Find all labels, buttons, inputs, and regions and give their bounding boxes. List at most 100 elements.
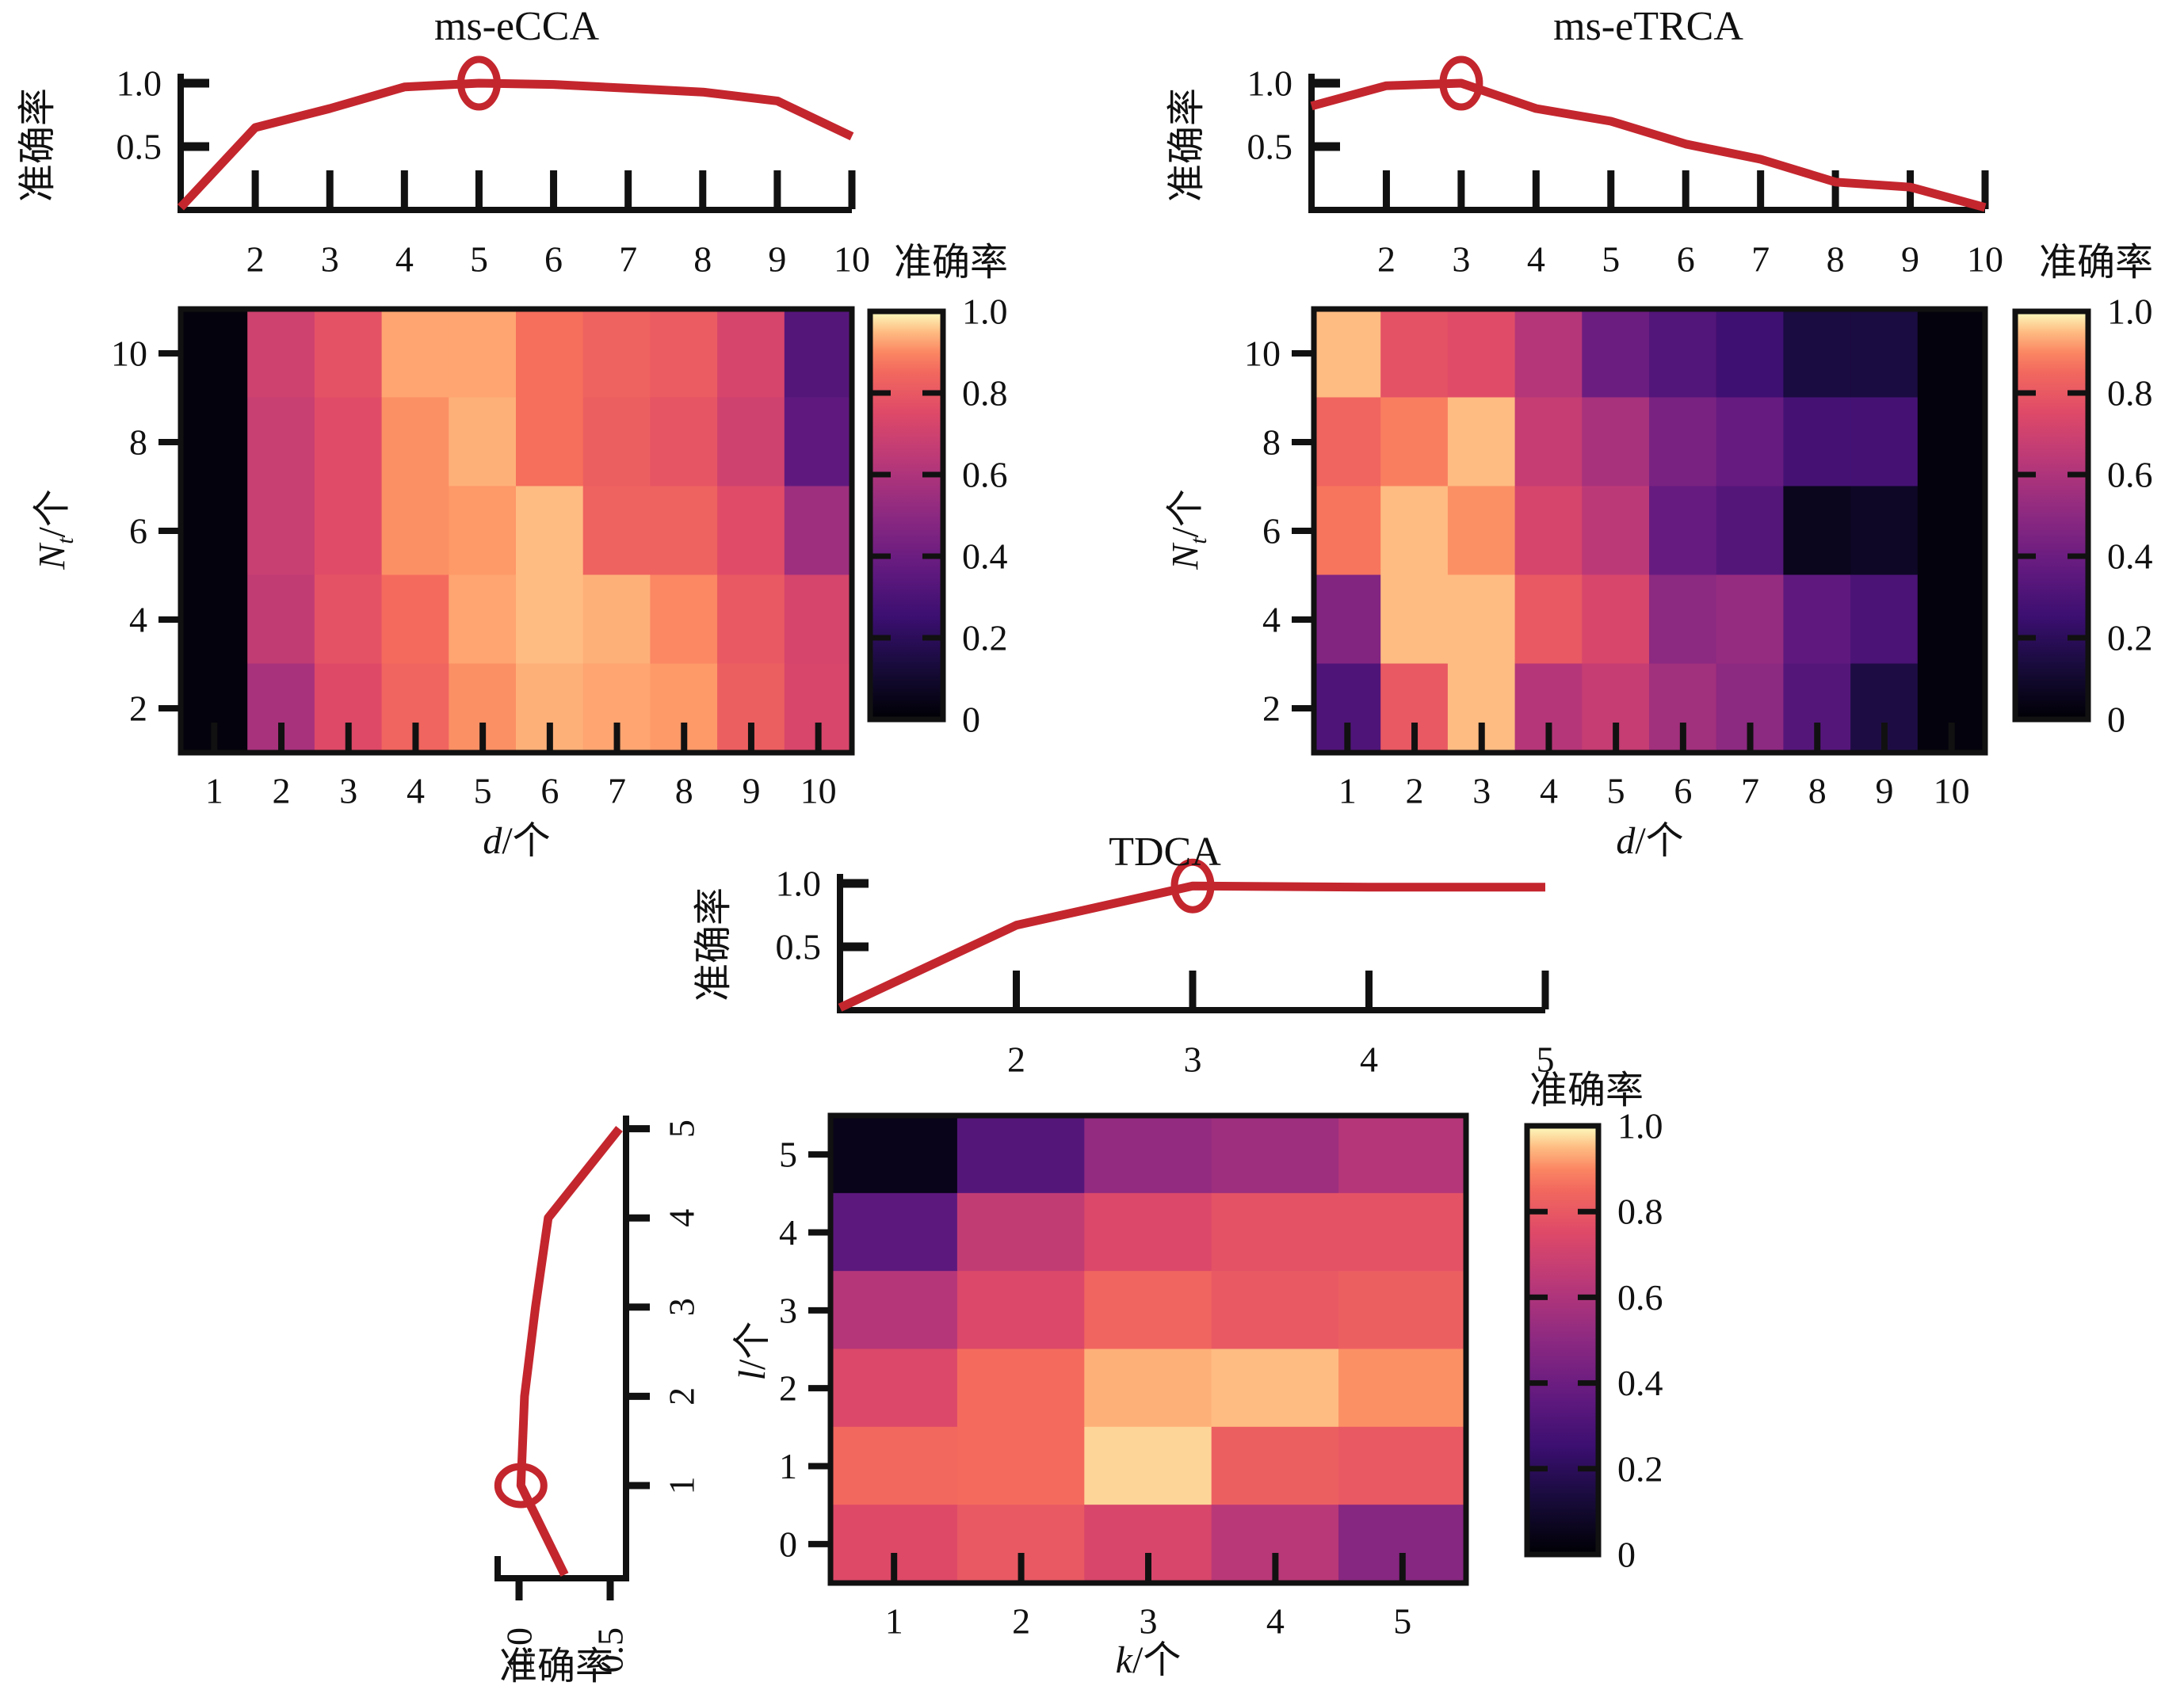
heatmap-cell: [449, 308, 517, 399]
heatmap-cell: [1084, 1115, 1212, 1194]
x-tick-label: 10: [834, 239, 870, 280]
y-tick-label: 1.0: [776, 864, 822, 904]
colorbar-ms-etrca: 1.0 0.8 0.6 0.4 0.2 0: [2012, 292, 2153, 740]
heatmap-cell: [1338, 1192, 1467, 1272]
colorbar-tick-label: 0.2: [1617, 1448, 1663, 1489]
x-tick-label: 8: [1827, 239, 1845, 280]
heatmap-col-label: 2: [1012, 1601, 1030, 1642]
heatmap-col-label: 10: [1934, 771, 1970, 811]
heatmap-cell: [1084, 1271, 1212, 1350]
heatmap-cell: [830, 1348, 958, 1428]
heatmap-cell: [516, 486, 584, 576]
heatmap-col-label: 5: [1607, 771, 1625, 811]
x-tick-label: 6: [1677, 239, 1695, 280]
heatmap-cell: [956, 1192, 1086, 1272]
heatmap-tdca: 1 2 3 4 5 5 4 3 2 1 0: [779, 1112, 1469, 1642]
x-tick-label: 3: [1184, 1039, 1202, 1080]
heatmap-cell: [1211, 1348, 1340, 1428]
d-var: d: [1616, 820, 1636, 862]
heatmap-cell: [1380, 574, 1449, 665]
heatmap-cell: [1211, 1115, 1340, 1194]
colorbar-tick-label: 0.8: [2107, 373, 2153, 414]
heatmap-col-label: 9: [742, 771, 760, 811]
l-tick-label: 4: [662, 1209, 702, 1227]
colorbar-tick-label: 0.6: [962, 455, 1008, 495]
heatmap-ms-etrca: 1 2 3 4 5 6 7 8 9 10 10 8 6 4 2: [1244, 306, 1988, 811]
colorbar-tick-label: 0.6: [1617, 1277, 1663, 1318]
colorbar-tick-label: 0.4: [962, 536, 1008, 577]
heatmap-border: [1311, 306, 1988, 756]
heatmap-cell: [784, 397, 853, 487]
heatmap-cell: [516, 308, 584, 399]
colorbar-gradient: [2012, 308, 2091, 723]
heatmap-cell: [1313, 486, 1382, 576]
accuracy-curve: [838, 881, 1545, 1012]
heatmap-col-label: 8: [1808, 771, 1827, 811]
heatmap-cell: [582, 486, 651, 576]
heatmap-cell: [516, 574, 584, 665]
heatmap-cell: [449, 486, 517, 576]
heatmap-col-label: 9: [1875, 771, 1893, 811]
heatmap-col-label: 2: [273, 771, 291, 811]
line-plot-ms-ecca: 1.0 0.5 2 3 4 5 6 7 8 9 10: [116, 55, 870, 280]
heatmap-cell: [1338, 1115, 1467, 1194]
nt-var: N: [1164, 544, 1207, 570]
heatmap-col-label: 5: [474, 771, 492, 811]
heatmap-cell: [1514, 397, 1583, 487]
plot-axis: [178, 74, 852, 213]
colorbar-tick-label: 0.2: [2107, 618, 2153, 658]
x-tick-label: 6: [544, 239, 563, 280]
d-unit: /个: [1635, 820, 1684, 862]
accuracy-curve: [516, 1126, 623, 1577]
x-tick-label: 4: [1360, 1039, 1378, 1080]
heatmap-cell: [650, 308, 719, 399]
heatmap-cell: [1514, 308, 1583, 399]
x-tick-label: 2: [1377, 239, 1396, 280]
heatmap-cell: [1716, 574, 1785, 665]
colorbar-tick-label: 0: [962, 700, 980, 740]
l-tick-label: 1: [662, 1477, 702, 1495]
heatmap-col-label: 1: [205, 771, 223, 811]
heatmap-col-label: 3: [1140, 1601, 1158, 1642]
heatmap-col-label: 3: [339, 771, 357, 811]
x-tick-label: 9: [1901, 239, 1919, 280]
xlabel-d-ms-etrca: d/个: [1616, 822, 1683, 860]
heatmap-row-label: 10: [1244, 334, 1281, 374]
heatmap-cell: [1649, 574, 1717, 665]
accuracy-tick-label: 1.0: [499, 1627, 540, 1673]
k-unit: /个: [1132, 1639, 1182, 1681]
heatmap-cell: [1783, 574, 1852, 665]
heatmap-col-label: 4: [1266, 1601, 1285, 1642]
colorbar-tick-label: 1.0: [962, 292, 1008, 332]
heatmap-cell: [247, 486, 315, 576]
x-tick-label: 10: [1967, 239, 2003, 280]
heatmap-cell: [1850, 397, 1919, 487]
heatmap-cell: [1582, 397, 1650, 487]
y-tick-label: 1.0: [1247, 63, 1293, 104]
heatmap-cell: [1447, 397, 1516, 487]
heatmap-col-label: 1: [1338, 771, 1357, 811]
colorbar-tick-label: 0.6: [2107, 455, 2153, 495]
heatmap-cell: [1649, 397, 1717, 487]
heatmap-cell: [717, 308, 785, 399]
heatmap-col-label: 6: [540, 771, 559, 811]
heatmap-cell: [650, 574, 719, 665]
x-tick-label: 2: [1007, 1039, 1025, 1080]
heatmap-cell: [582, 397, 651, 487]
heatmap-cell: [381, 397, 450, 487]
l-var: l: [731, 1370, 773, 1381]
colorbar-tick-label: 0: [2107, 700, 2125, 740]
heatmap-cell: [449, 397, 517, 487]
d-unit: /个: [502, 820, 551, 862]
y-tick-label: 0.5: [776, 927, 822, 967]
heatmap-row-label: 10: [111, 334, 147, 374]
colorbar-title-ms-ecca: 准确率: [893, 242, 1009, 284]
heatmap-row-label: 4: [1262, 600, 1281, 640]
y-tick-label: 0.5: [1247, 127, 1293, 167]
plot-axis: [837, 874, 1545, 1013]
x-tick-label: 4: [1527, 239, 1545, 280]
colorbar-ms-ecca: 1.0 0.8 0.6 0.4 0.2 0: [867, 292, 1008, 740]
heatmap-row-label: 5: [779, 1135, 797, 1175]
